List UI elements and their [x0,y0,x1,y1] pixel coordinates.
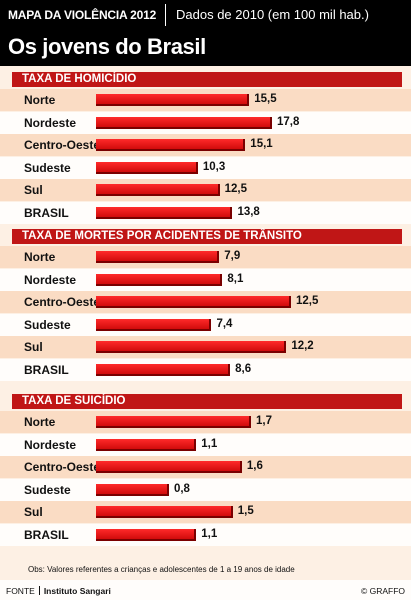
chart-row: Sul 1,5 [0,501,411,523]
footer-bar [0,580,411,600]
data-label: 7,4 [216,317,233,330]
source-label: FONTE [6,586,35,596]
bar [96,184,220,196]
chart-row: BRASIL 1,1 [0,523,411,546]
category-label: BRASIL [24,205,69,220]
data-label: 1,6 [246,460,263,472]
data-label: 1,5 [237,505,254,517]
category-label: Nordeste [24,437,77,452]
category-label: Sudeste [24,160,71,175]
bar [96,206,233,219]
chart-row: Sudeste 10,3 [0,156,411,179]
chart-row: Nordeste 17,8 [0,111,411,134]
chart-row: Sudeste 7,4 [0,313,411,336]
chart-row: Norte 15,5 [0,89,411,111]
bar [96,506,233,518]
chart-row: Norte 7,9 [0,246,411,268]
data-label: 1,7 [256,415,272,427]
header-divider [165,4,166,26]
chart-row: Nordeste 1,1 [0,433,411,456]
category-label: Sudeste [24,482,71,497]
footer-separator [38,586,40,595]
category-label: Sudeste [24,317,71,332]
page-title: Os jovens do Brasil [8,34,206,59]
data-label: 1,1 [201,527,218,540]
data-label: 10,3 [202,160,226,173]
bar [96,528,197,541]
source-name: Instituto Sangari [43,586,111,596]
chart-row: BRASIL 13,8 [0,201,411,224]
category-label: Sul [24,340,43,354]
category-label: Centro-Oeste [24,138,101,152]
category-label: Centro-Oeste [24,460,101,474]
chart-row: Norte 1,7 [0,411,411,433]
chart-row: Centro-Oeste 15,1 [0,134,411,156]
bar [96,116,272,129]
section-header: TAXA DE MORTES POR ACIDENTES DE TRÂNSITO [12,229,402,244]
category-label: Nordeste [24,115,77,130]
category-label: Norte [24,250,56,264]
data-label: 12,5 [224,183,247,195]
data-label: 15,5 [254,93,277,105]
bar [96,341,287,353]
bar [96,438,197,451]
chart-row: Sul 12,5 [0,179,411,201]
bar [96,94,250,106]
bar [96,363,231,376]
category-label: Norte [24,93,56,107]
category-label: BRASIL [24,527,69,542]
bar [96,161,198,174]
section-header: TAXA DE SUICÍDIO [12,394,402,409]
section-header: TAXA DE HOMICÍDIO [12,72,402,87]
header-data-note: Dados de 2010 (em 100 mil hab.) [176,7,369,22]
category-label: Sul [24,505,43,519]
category-label: Norte [24,415,56,429]
data-label: 17,8 [277,115,300,128]
category-label: Sul [24,183,43,197]
chart-row: Sul 12,2 [0,336,411,358]
chart-row: Nordeste 8,1 [0,268,411,291]
data-label: 13,8 [237,205,260,218]
chart-row: BRASIL 8,6 [0,358,411,381]
source-credit: FONTE Instituto Sangari [6,586,111,596]
category-label: Nordeste [24,272,77,287]
bar [96,251,220,263]
chart-row: Centro-Oeste 1,6 [0,456,411,478]
bar [96,318,212,331]
bar [96,461,242,473]
data-label: 15,1 [250,138,273,150]
data-label: 0,8 [173,482,190,495]
data-label: 8,6 [235,362,252,375]
bar [96,139,246,151]
header-bar: MAPA DA VIOLÊNCIA 2012 Dados de 2010 (em… [0,0,411,66]
bar [96,483,169,496]
data-label: 12,2 [291,340,314,352]
data-label: 7,9 [224,250,241,262]
author-credit: © GRAFFO [360,586,405,596]
category-label: BRASIL [24,362,69,377]
data-label: 1,1 [201,437,218,450]
data-label: 8,1 [227,272,244,285]
bar [96,296,291,308]
data-label: 12,5 [296,295,319,307]
category-label: Centro-Oeste [24,295,101,309]
header-kicker: MAPA DA VIOLÊNCIA 2012 [8,8,157,22]
bar [96,416,251,428]
footnote: Obs: Valores referentes a crianças e ado… [28,565,295,574]
bar [96,273,223,286]
chart-row: Centro-Oeste 12,5 [0,291,411,313]
chart-row: Sudeste 0,8 [0,478,411,501]
